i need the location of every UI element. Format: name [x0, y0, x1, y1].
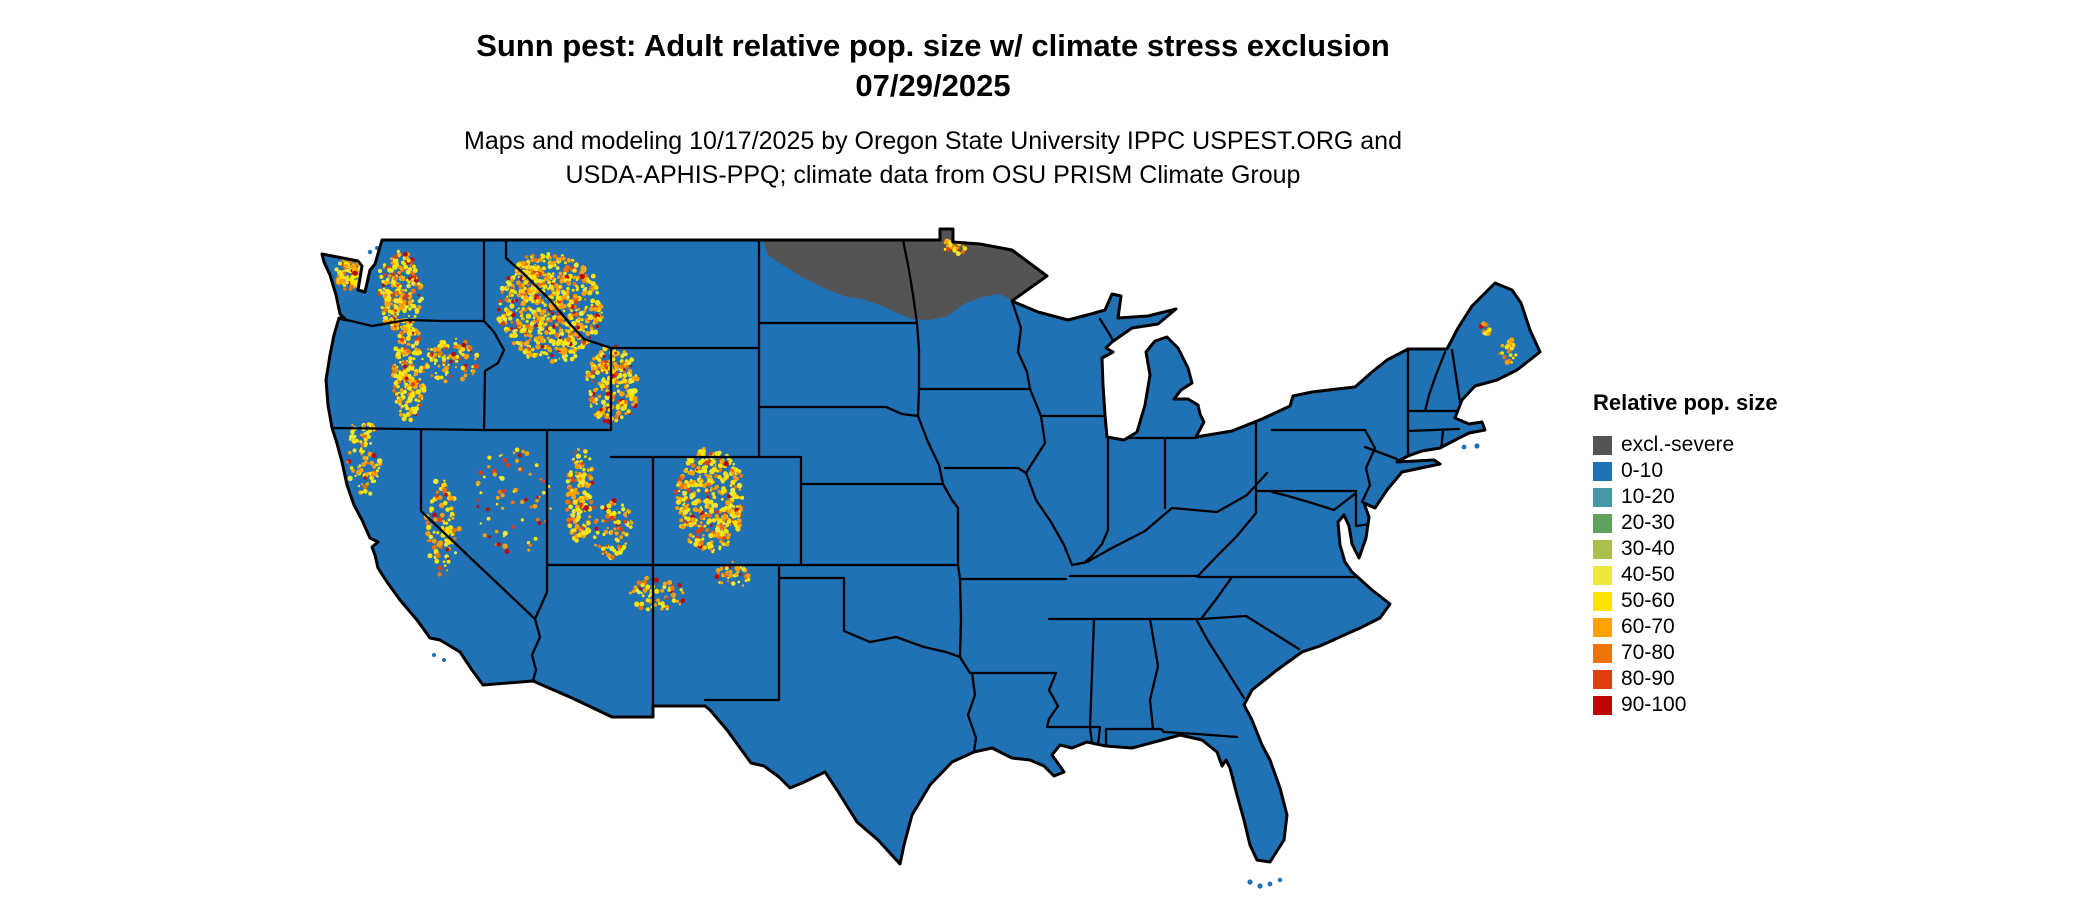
- legend-swatch: [1593, 435, 1612, 455]
- legend-row: 70-80: [1593, 640, 1778, 666]
- legend-label: 30-40: [1621, 537, 1675, 560]
- state-borders: [330, 238, 1462, 754]
- legend-swatch: [1593, 695, 1612, 715]
- legend-swatch: [1593, 513, 1612, 533]
- legend-label: 10-20: [1621, 485, 1675, 508]
- map-date: 07/29/2025: [855, 68, 1011, 103]
- legend-row: 40-50: [1593, 562, 1778, 588]
- legend-row: 60-70: [1593, 614, 1778, 640]
- legend: Relative pop. size excl.-severe 0-10 10-20…: [1593, 390, 1778, 718]
- legend-swatch: [1593, 643, 1612, 663]
- map-title-block: Sunn pest: Adult relative pop. size w/ c…: [476, 26, 1390, 106]
- legend-label: 80-90: [1621, 667, 1675, 690]
- legend-title: Relative pop. size: [1593, 390, 1778, 415]
- legend-row: 30-40: [1593, 536, 1778, 562]
- speckle-layer: [334, 238, 1518, 612]
- legend-swatch: [1593, 539, 1612, 559]
- legend-label: 90-100: [1621, 693, 1687, 716]
- legend-swatch: [1593, 461, 1612, 481]
- legend-label: 60-70: [1621, 615, 1675, 638]
- map-canvas: [312, 200, 1548, 892]
- legend-row: 0-10: [1593, 458, 1778, 484]
- legend-label: 50-60: [1621, 589, 1675, 612]
- legend-row: 90-100: [1593, 692, 1778, 718]
- legend-row: excl.-severe: [1593, 432, 1778, 458]
- legend-row: 80-90: [1593, 666, 1778, 692]
- map-attribution-line2: USDA-APHIS-PPQ; climate data from OSU PR…: [565, 161, 1301, 189]
- legend-row: 20-30: [1593, 510, 1778, 536]
- legend-swatch: [1593, 617, 1612, 637]
- us-map: [320, 227, 1542, 889]
- legend-swatch: [1593, 591, 1612, 611]
- legend-label: 0-10: [1621, 459, 1664, 482]
- exclusion-region: [757, 229, 1057, 320]
- legend-label: 40-50: [1621, 563, 1675, 586]
- legend-swatch: [1593, 565, 1612, 585]
- legend-row: 10-20: [1593, 484, 1778, 510]
- legend-label: 20-30: [1621, 511, 1675, 534]
- legend-swatch: [1593, 487, 1612, 507]
- map-attribution-block: Maps and modeling 10/17/2025 by Oregon S…: [464, 124, 1402, 192]
- map-title: Sunn pest: Adult relative pop. size w/ c…: [476, 28, 1390, 63]
- map-attribution-line1: Maps and modeling 10/17/2025 by Oregon S…: [464, 127, 1402, 155]
- legend-row: 50-60: [1593, 588, 1778, 614]
- legend-swatch: [1593, 669, 1612, 689]
- legend-rows: excl.-severe 0-10 10-20 20-30 30-40 40-50 50-6…: [1593, 432, 1778, 718]
- legend-label: 70-80: [1621, 641, 1675, 664]
- legend-label: excl.-severe: [1621, 433, 1735, 456]
